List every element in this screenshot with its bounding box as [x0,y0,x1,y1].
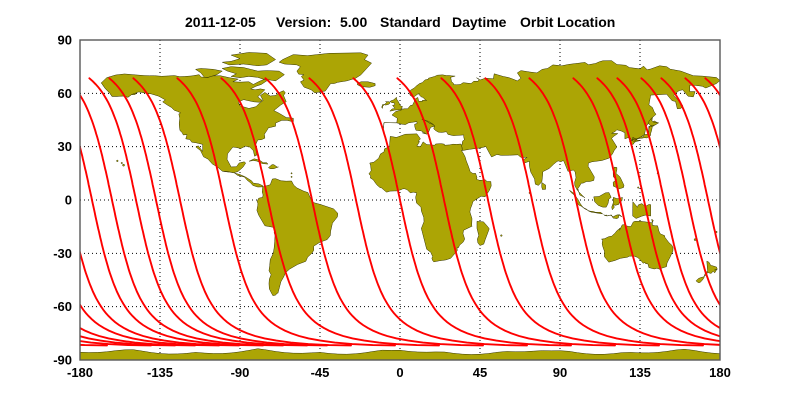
svg-text:-30: -30 [53,246,72,261]
svg-text:2011-12-05 Version:: 2011-12-05 Version: 5.00 Standard Daytim… [185,14,615,30]
svg-text:0: 0 [396,365,403,380]
svg-text:-90: -90 [231,365,250,380]
svg-text:45: 45 [473,365,487,380]
svg-text:-45: -45 [311,365,330,380]
svg-text:30: 30 [58,139,72,154]
svg-text:-135: -135 [147,365,173,380]
svg-text:0: 0 [65,193,72,208]
svg-text:135: 135 [629,365,651,380]
svg-text:60: 60 [58,86,72,101]
svg-text:90: 90 [58,33,72,48]
svg-text:180: 180 [709,365,731,380]
svg-text:-60: -60 [53,299,72,314]
svg-text:90: 90 [553,365,567,380]
svg-text:-180: -180 [67,365,93,380]
